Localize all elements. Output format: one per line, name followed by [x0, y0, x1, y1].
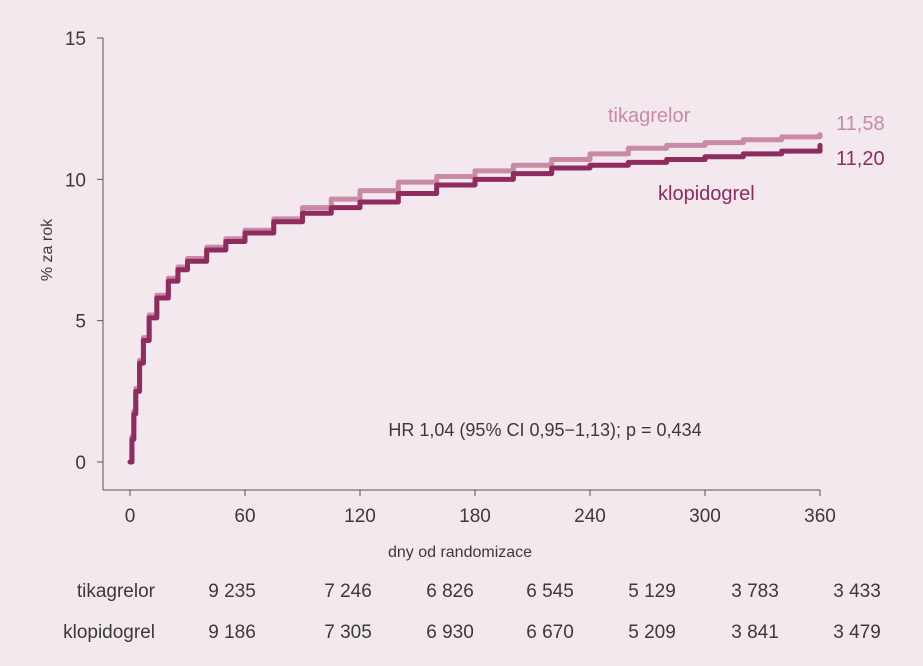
series-label-tikagrelor: tikagrelor	[608, 105, 691, 127]
risk-cell: 3 841	[731, 622, 779, 643]
series-line-klopidogrel	[127, 142, 823, 465]
x-tick-label: 360	[804, 506, 836, 527]
end-label-klopidogrel: 11,20	[836, 148, 885, 170]
x-tick-label: 0	[125, 506, 136, 527]
risk-cell: 7 305	[324, 622, 372, 643]
risk-cell: 5 209	[628, 622, 676, 643]
risk-cell: 3 783	[731, 581, 779, 602]
risk-row-label-klopidogrel: klopidogrel	[63, 622, 155, 643]
y-ticks: 0 5 10 15	[65, 29, 103, 474]
y-tick-label: 15	[65, 29, 86, 50]
x-tick-label: 300	[689, 506, 721, 527]
series-label-klopidogrel: klopidogrel	[658, 183, 755, 205]
risk-table: tikagrelor 9 235 7 246 6 826 6 545 5 129 3 783…	[63, 581, 881, 643]
x-tick-label: 240	[574, 506, 606, 527]
risk-cell: 7 246	[324, 581, 372, 602]
x-tick-label: 120	[344, 506, 376, 527]
y-axis-title: % za rok	[39, 218, 56, 281]
risk-cell: 5 129	[628, 581, 676, 602]
risk-cell: 6 545	[526, 581, 574, 602]
risk-row-label-tikagrelor: tikagrelor	[77, 581, 156, 602]
risk-cell: 3 479	[833, 622, 881, 643]
risk-cell: 3 433	[833, 581, 881, 602]
series-layer	[127, 132, 823, 465]
risk-cell: 6 826	[426, 581, 474, 602]
end-label-tikagrelor: 11,58	[836, 113, 885, 135]
y-tick-label: 10	[65, 170, 86, 191]
risk-cell: 6 670	[526, 622, 574, 643]
hazard-ratio-annotation: HR 1,04 (95% CI 0,95−1,13); p = 0,434	[388, 420, 701, 440]
x-tick-label: 180	[459, 506, 491, 527]
risk-cell: 9 235	[208, 581, 256, 602]
risk-cell: 6 930	[426, 622, 474, 643]
y-tick-label: 5	[75, 312, 86, 333]
x-axis-title: dny od randomizace	[388, 544, 532, 561]
risk-cell: 9 186	[208, 622, 256, 643]
x-ticks: 0 60 120 180 240 300 360	[125, 490, 836, 527]
x-tick-label: 60	[234, 506, 255, 527]
y-tick-label: 0	[75, 453, 86, 474]
